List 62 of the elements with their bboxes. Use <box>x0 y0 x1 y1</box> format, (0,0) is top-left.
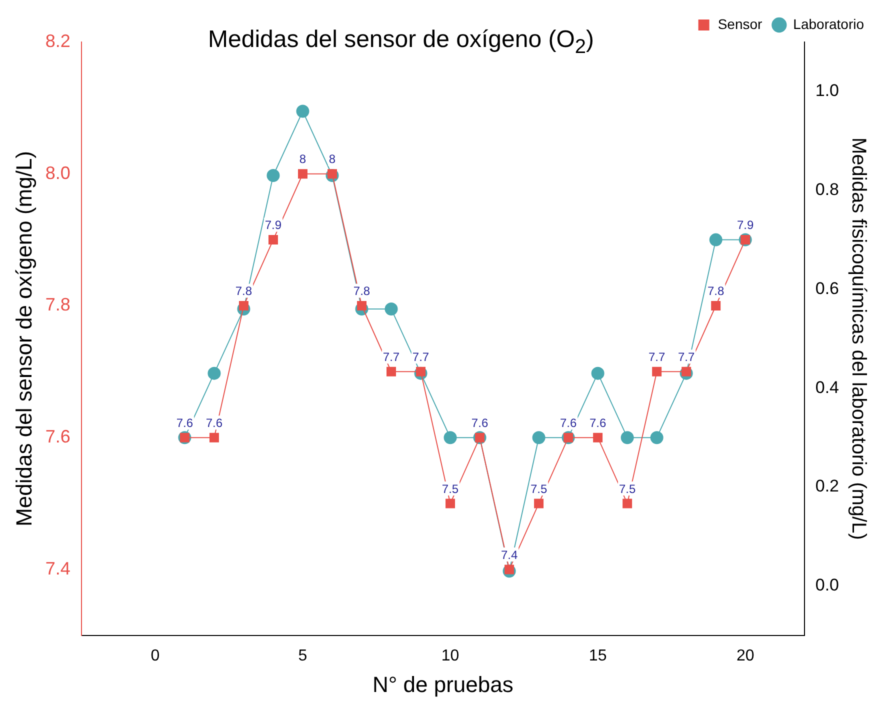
x-axis-title: N° de pruebas <box>372 672 514 697</box>
point <box>591 366 604 380</box>
y2-tick-label: 0.8 <box>815 180 840 200</box>
point <box>444 431 457 444</box>
data-label: 7.7 <box>678 350 695 364</box>
point <box>593 432 603 442</box>
y2-tick-label: 1.0 <box>815 81 840 100</box>
y-tick-label: 8.2 <box>45 30 70 51</box>
legend-label: Sensor <box>718 16 763 32</box>
point <box>446 498 456 508</box>
data-label: 7.4 <box>500 548 518 562</box>
y2-tick-label: 0.0 <box>815 576 840 595</box>
y-axis-title: Medidas del sensor de oxígeno (mg/L) <box>11 150 36 526</box>
x-tick-label: 10 <box>441 647 460 664</box>
data-label: 7.6 <box>176 416 194 430</box>
point <box>268 235 278 245</box>
data-label: 7.6 <box>589 416 606 430</box>
point <box>532 431 546 444</box>
data-label: 8 <box>299 152 306 166</box>
x-tick-label: 20 <box>736 647 754 664</box>
chart-title: Medidas del sensor de oxígeno (O$_{2}$) <box>208 26 594 59</box>
data-label: 7.5 <box>530 482 548 496</box>
data-label: 7.9 <box>264 218 282 232</box>
point <box>709 233 722 246</box>
point <box>384 302 398 316</box>
point <box>386 366 396 376</box>
point <box>650 431 664 444</box>
point <box>622 498 632 508</box>
data-label: 7.6 <box>471 416 488 430</box>
data-label: 7.9 <box>737 218 754 232</box>
x-tick-label: 0 <box>150 647 160 664</box>
data-label: 7.8 <box>708 284 725 298</box>
data-label: 7.5 <box>618 482 636 496</box>
data-label: 7.6 <box>560 416 577 430</box>
data-label: 7.5 <box>442 482 459 496</box>
y-tick-label: 7.6 <box>45 426 70 447</box>
y-tick-label: 7.8 <box>45 294 70 315</box>
legend-label: Laboratorio <box>793 16 864 32</box>
point <box>711 300 721 310</box>
x-tick-label: 15 <box>588 647 607 664</box>
point <box>266 169 280 182</box>
data-label: 8 <box>328 152 336 166</box>
data-label: 7.8 <box>353 284 370 298</box>
y2-tick-label: 0.6 <box>815 278 840 298</box>
y-tick-label: 8.0 <box>45 162 70 183</box>
data-label: 7.6 <box>206 416 223 430</box>
y2-tick-label: 0.4 <box>815 378 840 397</box>
y2-tick-label: 0.2 <box>815 476 840 496</box>
y2-axis-title: Medidas fisicoquímicas del laboratorio (mg/L) <box>847 137 870 540</box>
point <box>298 169 308 179</box>
point <box>620 431 634 444</box>
x-tick-label: 5 <box>298 647 308 664</box>
point <box>209 432 219 442</box>
data-label: 7.7 <box>648 350 666 364</box>
point <box>296 104 310 118</box>
point <box>652 366 662 376</box>
y-tick-label: 7.4 <box>45 558 70 578</box>
point <box>534 498 544 508</box>
data-label: 7.8 <box>235 284 252 298</box>
data-label: 7.7 <box>382 350 400 364</box>
data-label: 7.7 <box>412 350 430 364</box>
point <box>208 366 221 380</box>
